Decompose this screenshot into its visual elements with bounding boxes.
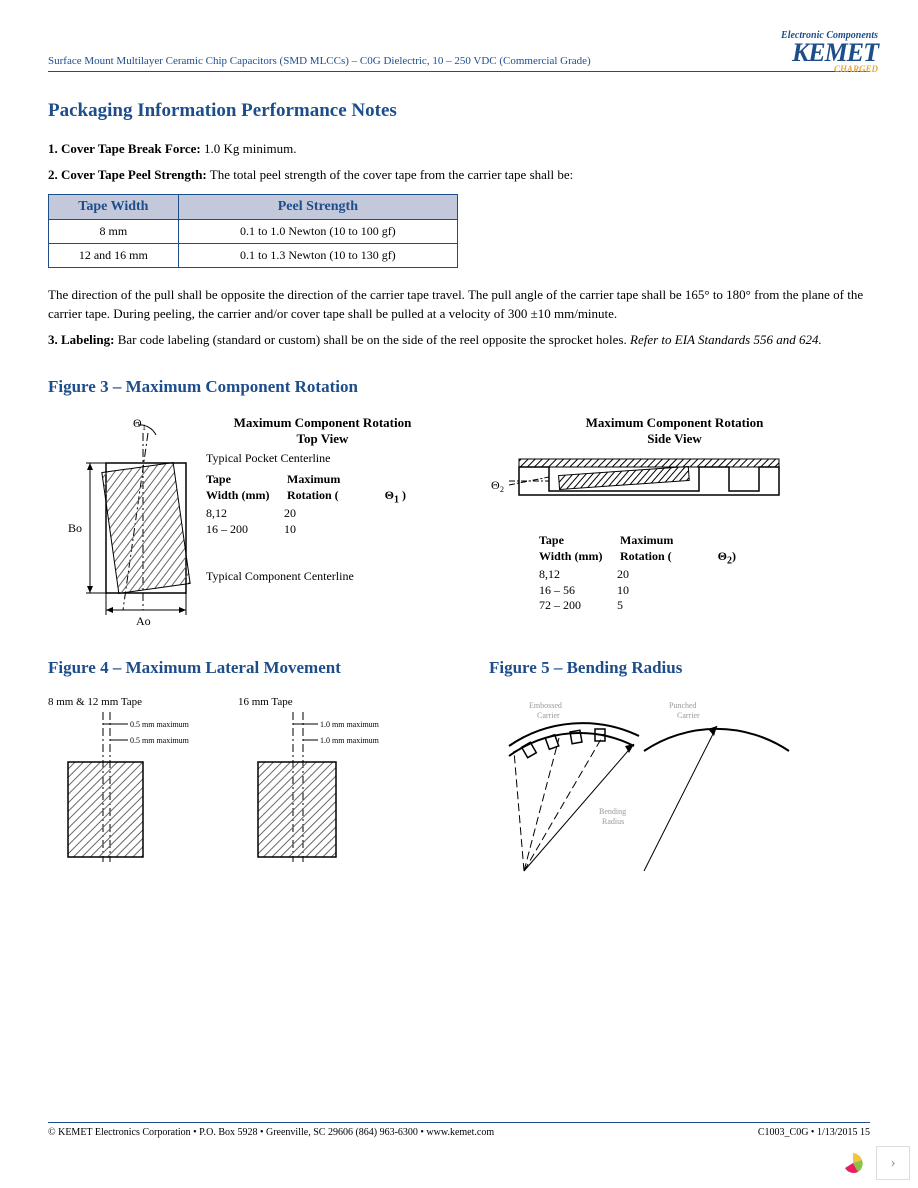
pager-next-button[interactable]: ›	[876, 1146, 910, 1180]
figure-4-title: Figure 4 – Maximum Lateral Movement	[48, 658, 429, 678]
figure-3-container: Θ 1 Bo	[48, 415, 870, 630]
svg-text:Θ: Θ	[491, 478, 500, 492]
cell: 8,12	[206, 506, 284, 522]
note-3-italic: Refer to EIA Standards 556 and 624.	[630, 332, 822, 347]
svg-text:Carrier: Carrier	[677, 711, 700, 720]
note-1: 1. Cover Tape Break Force: 1.0 Kg minimu…	[48, 140, 870, 158]
hdr: Tape	[539, 533, 617, 549]
cell: 8 mm	[49, 220, 179, 244]
figure-4-tape-b: 16 mm Tape 1.0 mm maximum 1.0 mm maximum	[238, 696, 388, 866]
tape-b-label: 16 mm Tape	[238, 696, 388, 708]
figure-3-title: Figure 3 – Maximum Component Rotation	[48, 377, 870, 397]
note-1-label: Cover Tape Break Force:	[61, 141, 201, 156]
cell: 72 – 200	[539, 598, 617, 614]
svg-text:Θ: Θ	[133, 416, 142, 430]
punched-label: Punched	[669, 701, 697, 710]
cell: 16 – 200	[206, 522, 284, 538]
tape-a-label: 8 mm & 12 mm Tape	[48, 696, 198, 708]
logo-block: Electronic Components KEMET CHARGED	[781, 30, 878, 74]
page: Electronic Components KEMET CHARGED Surf…	[0, 0, 918, 1188]
table-row: 8 mm 0.1 to 1.0 Newton (10 to 100 gf)	[49, 220, 458, 244]
hdr: Rotation (	[287, 488, 339, 504]
logo-main: KEMET	[781, 41, 878, 64]
table-row: 12 and 16 mm 0.1 to 1.3 Newton (10 to 13…	[49, 244, 458, 268]
dim-a2: 0.5 mm maximum	[130, 736, 190, 745]
note-3: 3. Labeling: Bar code labeling (standard…	[48, 331, 870, 349]
section-title: Packaging Information Performance Notes	[48, 100, 870, 122]
rotation-top-title: Maximum Component Rotation Top View	[206, 415, 439, 447]
footer-right: C1003_C0G • 1/13/2015 15	[758, 1127, 870, 1138]
note-2-num: 2.	[48, 167, 58, 182]
direction-text: The direction of the pull shall be oppos…	[48, 286, 870, 322]
hdr: Maximum	[287, 472, 340, 488]
embossed-label: Embossed	[529, 701, 562, 710]
note-3-text: Bar code labeling (standard or custom) s…	[114, 332, 630, 347]
rotation-top-table: Tape Maximum Width (mm) Rotation ( Θ1 ) …	[206, 472, 439, 537]
note-2-text: The total peel strength of the cover tap…	[207, 167, 574, 182]
figure-3-top-view: Θ 1 Bo	[48, 415, 439, 630]
svg-text:Ao: Ao	[136, 614, 151, 628]
annot-component-centerline: Typical Component Centerline	[206, 569, 439, 584]
cell: 0.1 to 1.0 Newton (10 to 100 gf)	[178, 220, 457, 244]
note-1-text: 1.0 Kg minimum.	[201, 141, 297, 156]
lateral-a-svg: 0.5 mm maximum 0.5 mm maximum	[48, 712, 198, 862]
pager-logo-icon	[836, 1146, 870, 1180]
figures-4-5-row: Figure 4 – Maximum Lateral Movement 8 mm…	[48, 630, 870, 900]
dim-b2: 1.0 mm maximum	[320, 736, 380, 745]
hdr: Width (mm)	[206, 488, 284, 504]
figure-4-tape-a: 8 mm & 12 mm Tape 0.5 mm maximum 0.5 mm	[48, 696, 198, 866]
annot-pocket-centerline: Typical Pocket Centerline	[206, 451, 439, 466]
rotation-side-svg: Θ 2	[479, 451, 799, 521]
hdr: Tape	[206, 472, 284, 488]
pager-widget: ›	[836, 1146, 910, 1180]
cell: 10	[284, 522, 296, 536]
paren: )	[732, 549, 736, 563]
dim-b1: 1.0 mm maximum	[320, 720, 380, 729]
figure-5-title: Figure 5 – Bending Radius	[489, 658, 870, 678]
peel-th-width: Tape Width	[49, 195, 179, 220]
cell: 0.1 to 1.3 Newton (10 to 130 gf)	[178, 244, 457, 268]
peel-th-strength: Peel Strength	[178, 195, 457, 220]
cell: 12 and 16 mm	[49, 244, 179, 268]
note-3-num: 3.	[48, 332, 58, 347]
svg-text:Bo: Bo	[68, 521, 82, 535]
bending-radius-svg: Embossed Carrier Punched Carrier	[489, 696, 819, 896]
note-1-num: 1.	[48, 141, 58, 156]
svg-text:1: 1	[142, 423, 146, 432]
rotation-top-svg: Θ 1 Bo	[48, 415, 198, 630]
paren: )	[402, 488, 406, 502]
header-breadcrumb: Surface Mount Multilayer Ceramic Chip Ca…	[48, 55, 870, 72]
note-2-label: Cover Tape Peel Strength:	[61, 167, 207, 182]
rotation-side-title: Maximum Component Rotation Side View	[479, 415, 870, 447]
chevron-right-icon: ›	[890, 1154, 895, 1172]
figure-4-block: Figure 4 – Maximum Lateral Movement 8 mm…	[48, 630, 429, 900]
figure-3-side-view: Maximum Component Rotation Side View Θ 2	[479, 415, 870, 630]
theta: Θ	[385, 488, 394, 502]
hdr: Maximum	[620, 533, 673, 549]
hdr: Width (mm)	[539, 549, 617, 565]
hdr: Rotation (	[620, 549, 672, 565]
bending-radius-label: Bending	[599, 807, 626, 816]
cell: 16 – 56	[539, 583, 617, 599]
cell: 20	[284, 506, 296, 520]
note-3-label: Labeling:	[61, 332, 114, 347]
svg-text:Carrier: Carrier	[537, 711, 560, 720]
cell: 10	[617, 583, 629, 597]
note-2: 2. Cover Tape Peel Strength: The total p…	[48, 166, 870, 184]
rotation-side-table: Tape Maximum Width (mm) Rotation ( Θ2) 8…	[539, 533, 870, 614]
svg-text:2: 2	[500, 485, 504, 494]
svg-text:Radius: Radius	[602, 817, 624, 826]
cell: 5	[617, 598, 623, 612]
footer-left: © KEMET Electronics Corporation • P.O. B…	[48, 1127, 494, 1138]
figure-5-block: Figure 5 – Bending Radius Embossed Carri…	[489, 630, 870, 900]
theta: Θ	[718, 549, 727, 563]
lateral-b-svg: 1.0 mm maximum 1.0 mm maximum	[238, 712, 388, 862]
dim-a1: 0.5 mm maximum	[130, 720, 190, 729]
peel-strength-table: Tape Width Peel Strength 8 mm 0.1 to 1.0…	[48, 194, 458, 268]
theta-sub: 1	[394, 494, 399, 505]
page-footer: © KEMET Electronics Corporation • P.O. B…	[48, 1122, 870, 1138]
cell: 8,12	[539, 567, 617, 583]
cell: 20	[617, 567, 629, 581]
